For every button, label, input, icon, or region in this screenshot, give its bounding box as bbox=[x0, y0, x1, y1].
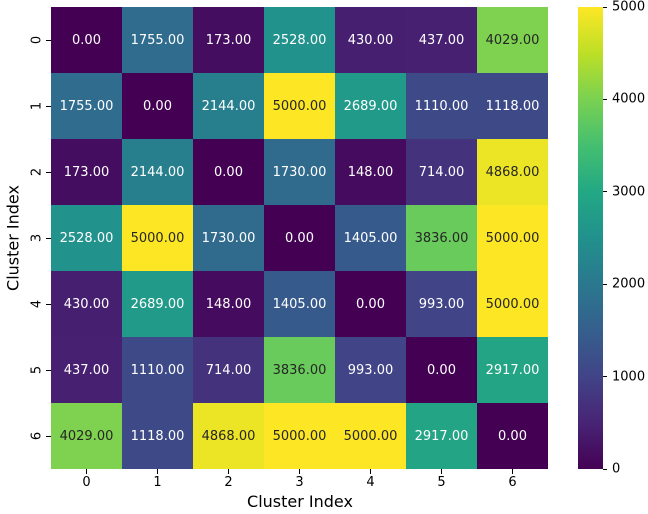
x-tick-label: 2 bbox=[224, 475, 233, 490]
heatmap-cell: 5000.00 bbox=[122, 205, 193, 271]
x-tick-mark bbox=[441, 469, 442, 474]
y-tick-mark bbox=[46, 171, 51, 173]
heatmap-cell: 4868.00 bbox=[193, 403, 264, 469]
heatmap-grid: 0.00 1755.00 173.00 2528.00 430.00 437.00 4029… bbox=[51, 7, 548, 469]
colorbar-tick-label: 2000 bbox=[612, 276, 646, 292]
heatmap-cell: 3836.00 bbox=[264, 337, 335, 403]
heatmap-cell: 1755.00 bbox=[51, 73, 122, 139]
heatmap-cell: 0.00 bbox=[193, 139, 264, 205]
y-tick-label: 5 bbox=[29, 365, 45, 375]
y-tick-label: 4 bbox=[29, 299, 45, 309]
heatmap-cell: 0.00 bbox=[51, 7, 122, 73]
heatmap-cell: 2917.00 bbox=[406, 403, 477, 469]
x-tick-mark bbox=[512, 469, 513, 474]
heatmap-cell: 148.00 bbox=[335, 139, 406, 205]
heatmap-cell: 2144.00 bbox=[122, 139, 193, 205]
heatmap-cell: 5000.00 bbox=[264, 73, 335, 139]
y-tick-label: 3 bbox=[29, 233, 45, 243]
colorbar-tick-mark bbox=[603, 283, 607, 285]
heatmap-cell: 5000.00 bbox=[335, 403, 406, 469]
x-tick-mark bbox=[157, 469, 158, 474]
heatmap-cell: 5000.00 bbox=[477, 205, 548, 271]
heatmap-cell: 173.00 bbox=[193, 7, 264, 73]
heatmap-cell: 993.00 bbox=[335, 337, 406, 403]
x-tick-label: 5 bbox=[437, 475, 446, 490]
heatmap-cell: 430.00 bbox=[51, 271, 122, 337]
heatmap-cell: 0.00 bbox=[122, 73, 193, 139]
heatmap-cell: 1118.00 bbox=[477, 73, 548, 139]
x-tick-label: 0 bbox=[82, 475, 91, 490]
heatmap-cell: 1405.00 bbox=[335, 205, 406, 271]
heatmap-cell: 0.00 bbox=[477, 403, 548, 469]
heatmap-cell: 2689.00 bbox=[122, 271, 193, 337]
heatmap-cell: 2528.00 bbox=[51, 205, 122, 271]
heatmap-cell: 4029.00 bbox=[477, 7, 548, 73]
y-tick-mark bbox=[46, 435, 51, 437]
heatmap-cell: 0.00 bbox=[335, 271, 406, 337]
heatmap-cell: 437.00 bbox=[51, 337, 122, 403]
y-axis-label: Cluster Index bbox=[3, 185, 23, 291]
x-tick-mark bbox=[228, 469, 229, 474]
colorbar-tick-mark bbox=[603, 468, 607, 470]
y-tick-mark bbox=[46, 39, 51, 41]
colorbar-tick-label: 1000 bbox=[612, 369, 646, 385]
heatmap-cell: 1755.00 bbox=[122, 7, 193, 73]
heatmap-cell: 4868.00 bbox=[477, 139, 548, 205]
heatmap-cell: 1730.00 bbox=[264, 139, 335, 205]
colorbar-tick-mark bbox=[603, 376, 607, 378]
colorbar-tick-label: 5000 bbox=[612, 0, 646, 15]
heatmap-cell: 1110.00 bbox=[406, 73, 477, 139]
x-tick-label: 1 bbox=[153, 475, 162, 490]
colorbar-tick-label: 4000 bbox=[612, 91, 646, 107]
y-tick-mark bbox=[46, 303, 51, 305]
heatmap-cell: 1118.00 bbox=[122, 403, 193, 469]
heatmap-cell: 148.00 bbox=[193, 271, 264, 337]
heatmap-cell: 2689.00 bbox=[335, 73, 406, 139]
heatmap-cell: 5000.00 bbox=[264, 403, 335, 469]
heatmap-cell: 2528.00 bbox=[264, 7, 335, 73]
colorbar-tick-label: 0 bbox=[612, 461, 621, 477]
y-tick-label: 6 bbox=[29, 431, 45, 441]
colorbar bbox=[578, 7, 603, 469]
x-axis-label: Cluster Index bbox=[247, 492, 353, 511]
y-tick-label: 2 bbox=[29, 167, 45, 177]
heatmap-cell: 1730.00 bbox=[193, 205, 264, 271]
colorbar-tick-label: 3000 bbox=[612, 184, 646, 200]
x-tick-label: 3 bbox=[295, 475, 304, 490]
heatmap-cell: 5000.00 bbox=[477, 271, 548, 337]
heatmap-cell: 3836.00 bbox=[406, 205, 477, 271]
x-tick-mark bbox=[86, 469, 87, 474]
y-tick-label: 0 bbox=[29, 35, 45, 45]
heatmap-cell: 2917.00 bbox=[477, 337, 548, 403]
heatmap-cell: 437.00 bbox=[406, 7, 477, 73]
heatmap-cell: 1110.00 bbox=[122, 337, 193, 403]
heatmap-cell: 4029.00 bbox=[51, 403, 122, 469]
y-tick-mark bbox=[46, 105, 51, 107]
x-tick-mark bbox=[299, 469, 300, 474]
y-tick-mark bbox=[46, 369, 51, 371]
x-tick-label: 4 bbox=[366, 475, 375, 490]
heatmap-cell: 2144.00 bbox=[193, 73, 264, 139]
x-tick-mark bbox=[370, 469, 371, 474]
heatmap-cell: 430.00 bbox=[335, 7, 406, 73]
heatmap-cell: 0.00 bbox=[406, 337, 477, 403]
heatmap-cell: 993.00 bbox=[406, 271, 477, 337]
colorbar-tick-mark bbox=[603, 6, 607, 8]
heatmap-cell: 714.00 bbox=[193, 337, 264, 403]
heatmap-cell: 714.00 bbox=[406, 139, 477, 205]
colorbar-tick-mark bbox=[603, 98, 607, 100]
colorbar-tick-mark bbox=[603, 191, 607, 193]
y-tick-label: 1 bbox=[29, 101, 45, 111]
heatmap-cell: 1405.00 bbox=[264, 271, 335, 337]
heatmap-cell: 0.00 bbox=[264, 205, 335, 271]
heatmap-cell: 173.00 bbox=[51, 139, 122, 205]
y-tick-mark bbox=[46, 237, 51, 239]
x-tick-label: 6 bbox=[508, 475, 517, 490]
